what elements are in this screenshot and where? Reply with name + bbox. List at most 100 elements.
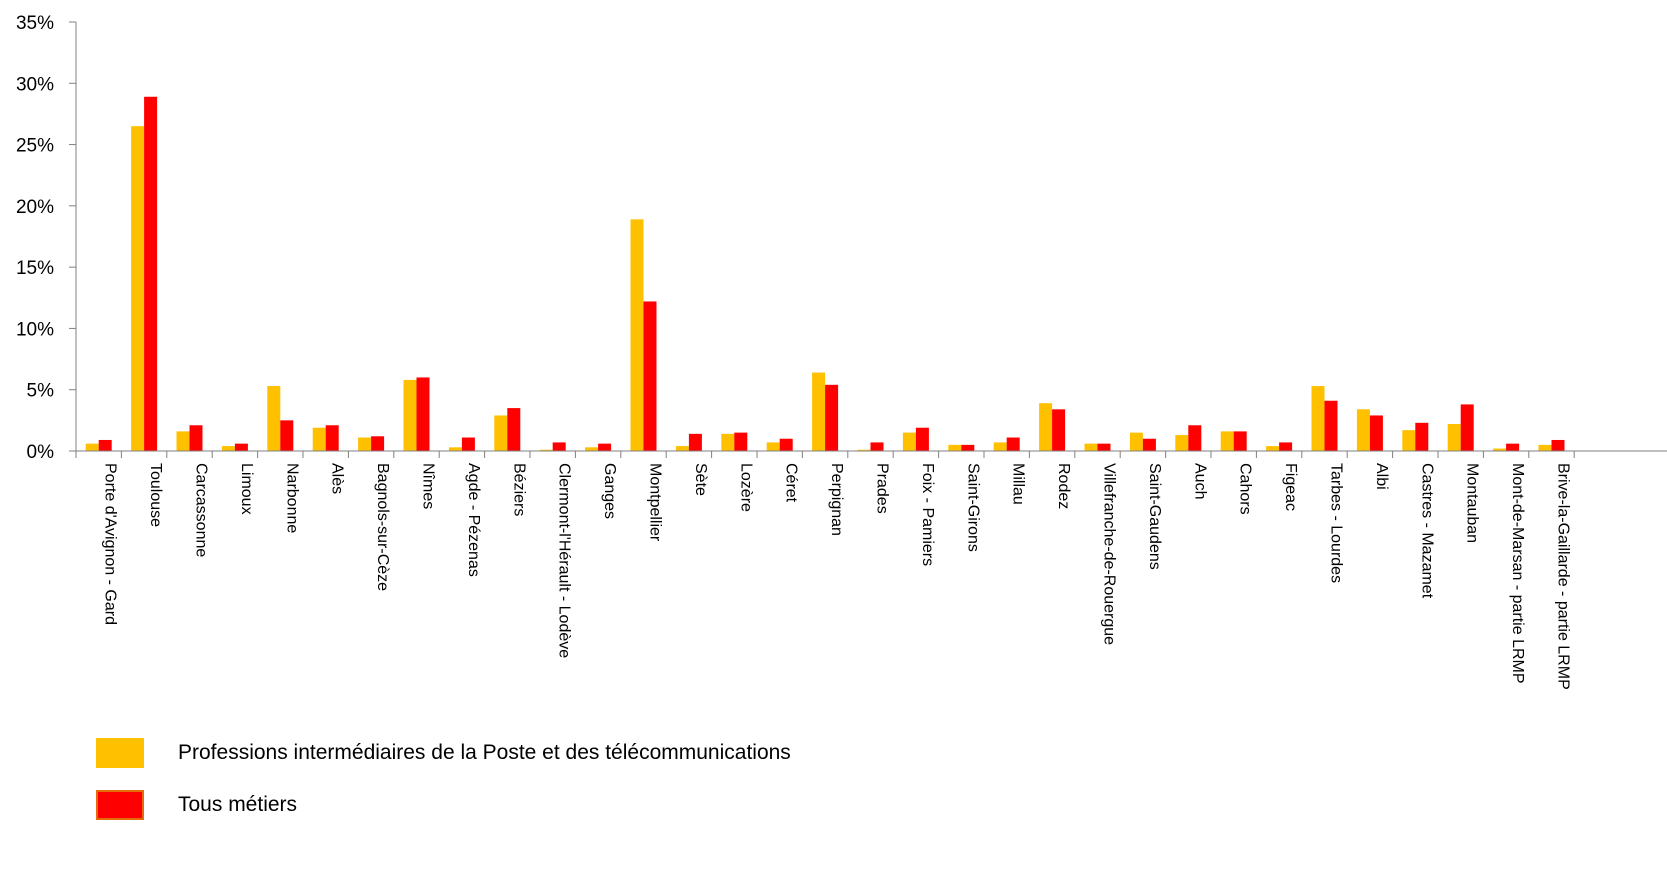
bar-series-1 [1175, 435, 1189, 451]
category-label: Perpignan [828, 463, 845, 536]
bar-series-1 [85, 443, 99, 451]
bar-series-1 [812, 372, 826, 451]
bar-series-1 [131, 126, 145, 451]
category-label: Sète [692, 463, 709, 496]
bar-series-2 [507, 408, 521, 451]
bar-series-2 [1006, 437, 1020, 451]
bar-series-2 [1551, 439, 1565, 451]
bar-series-1 [176, 431, 190, 451]
bar-series-2 [234, 443, 248, 451]
bar-series-1 [1311, 386, 1325, 451]
y-tick-label: 20% [16, 197, 54, 218]
legend-swatch-series-1 [96, 738, 144, 768]
category-label: Céret [783, 463, 800, 503]
category-label: Toulouse [147, 463, 164, 527]
y-tick-label: 25% [16, 136, 54, 157]
bar-series-2 [688, 433, 702, 451]
category-label: Limoux [238, 463, 255, 515]
bar-series-1 [267, 386, 281, 451]
bar-series-2 [1233, 431, 1247, 451]
bar-series-1 [1447, 424, 1461, 451]
category-label: Rodez [1055, 463, 1072, 509]
bar-series-2 [1506, 443, 1520, 451]
bar-series-1 [448, 447, 462, 451]
bar-series-2 [870, 442, 884, 451]
legend-label-series-1: Professions intermédiaires de la Poste e… [178, 741, 791, 764]
legend-label-series-2: Tous métiers [178, 793, 298, 816]
category-label: Bagnols-sur-Cèze [374, 463, 391, 591]
bar-series-1 [721, 433, 735, 451]
bar-series-2 [461, 437, 475, 451]
category-label: Clermont-l'Hérault - Lodève [556, 463, 573, 658]
bar-series-1 [1220, 431, 1234, 451]
bar-series-1 [948, 444, 962, 451]
bar-series-1 [766, 442, 780, 451]
category-label: Carcassonne [193, 463, 210, 557]
bars [85, 96, 1565, 452]
legend-item-series-1: Professions intermédiaires de la Poste e… [96, 738, 791, 768]
bar-series-2 [371, 436, 385, 451]
bar-series-2 [189, 425, 203, 451]
bar-series-2 [643, 301, 657, 451]
bar-series-2 [598, 443, 612, 451]
bar-series-2 [1324, 400, 1338, 451]
legend: Professions intermédiaires de la Poste e… [96, 738, 791, 842]
bar-series-1 [1402, 430, 1416, 451]
category-label: Saint-Girons [964, 463, 981, 552]
category-label: Alès [329, 463, 346, 494]
x-axis: Porte d'Avignon - Gard Toulouse Carcassonn… [75, 450, 1667, 690]
bar-series-2 [1188, 425, 1202, 451]
category-label: Villefranche-de-Rouergue [1101, 463, 1118, 645]
bar-series-1 [1129, 432, 1143, 451]
bar-series-2 [144, 96, 158, 452]
category-label: Millau [1010, 463, 1027, 505]
bar-series-1 [494, 415, 508, 451]
category-label: Mont-de-Marsan - partie LRMP [1509, 463, 1526, 684]
bar-series-1 [403, 379, 417, 451]
bar-series-1 [358, 437, 372, 451]
category-label: Agde - Pézenas [465, 463, 482, 577]
category-label: Figeac [1282, 463, 1299, 511]
bar-series-1 [1084, 443, 1098, 451]
bar-series-1 [675, 446, 689, 451]
bar-series-2 [734, 432, 748, 451]
category-label: Tarbes - Lourdes [1328, 463, 1345, 583]
bar-series-1 [312, 427, 326, 451]
category-label: Prades [874, 463, 891, 514]
bar-series-2 [552, 442, 566, 451]
bar-series-2 [1369, 415, 1383, 451]
bar-series-2 [325, 425, 339, 451]
category-label: Nîmes [420, 463, 437, 509]
bar-series-1 [1266, 446, 1280, 451]
bar-series-2 [416, 377, 430, 451]
legend-swatch-series-2 [96, 790, 144, 820]
bar-series-2 [1279, 442, 1293, 451]
category-label: Ganges [601, 463, 618, 519]
category-label: Béziers [510, 463, 527, 516]
y-tick-label: 35% [16, 13, 54, 34]
bar-series-2 [825, 384, 839, 451]
category-label: Montauban [1464, 463, 1481, 543]
y-tick-label: 10% [16, 319, 54, 340]
category-label: Narbonne [283, 463, 300, 533]
bar-series-2 [1415, 422, 1429, 451]
y-tick-label: 0% [27, 442, 55, 463]
category-label: Foix - Pamiers [919, 463, 936, 566]
category-label: Saint-Gaudens [1146, 463, 1163, 570]
bar-series-1 [221, 446, 235, 451]
bar-series-1 [539, 449, 553, 451]
bar-series-1 [1538, 444, 1552, 451]
bar-series-2 [915, 427, 929, 451]
bar-series-1 [857, 449, 871, 451]
legend-item-series-2: Tous métiers [96, 790, 791, 820]
category-label: Auch [1191, 463, 1208, 499]
bar-series-2 [1460, 404, 1474, 451]
category-label: Lozère [737, 463, 754, 512]
category-label: Porte d'Avignon - Gard [102, 463, 119, 625]
category-label: Albi [1373, 463, 1390, 490]
bar-series-1 [993, 442, 1007, 451]
bar-series-2 [98, 439, 112, 451]
bar-series-1 [1356, 409, 1370, 451]
bar-series-1 [630, 219, 644, 451]
